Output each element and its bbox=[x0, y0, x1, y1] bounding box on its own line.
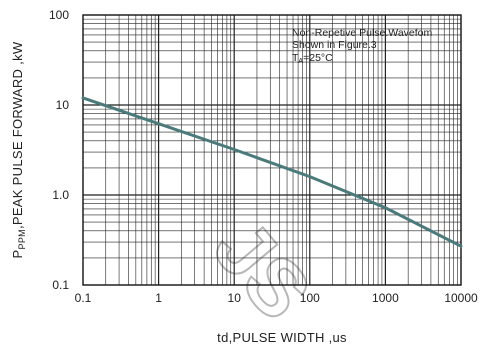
series-line bbox=[81, 96, 463, 248]
annotation-line-3: TA=25°C bbox=[292, 52, 333, 65]
x-tick-label: 0.1 bbox=[75, 291, 92, 305]
y-axis-title: PPPM,PEAK PULSE FORWARD ,kW bbox=[10, 41, 27, 258]
x-tick-labels: 0.1 1 10 100 1000 10000 bbox=[75, 291, 478, 305]
x-tick-label: 100 bbox=[300, 291, 320, 305]
x-tick-label: 1 bbox=[155, 291, 162, 305]
y-tick-label: 1.0 bbox=[52, 188, 69, 202]
x-tick-label: 10 bbox=[228, 291, 242, 305]
y-tick-label: 100 bbox=[49, 8, 69, 22]
y-tick-label: 10 bbox=[56, 98, 70, 112]
plot-frame bbox=[82, 14, 462, 286]
annotation: Non-Repetive Pulse.Wavefom Shown in Figu… bbox=[292, 27, 433, 65]
x-axis-title: td,PULSE WIDTH ,us bbox=[217, 330, 347, 345]
annotation-line-1: Non-Repetive Pulse.Wavefom bbox=[292, 27, 433, 39]
annotation-line-2: Shown in Figure.3 bbox=[292, 39, 377, 51]
y-tick-label: 0.1 bbox=[52, 278, 69, 292]
watermark: JS bbox=[197, 204, 328, 336]
x-tick-label: 1000 bbox=[372, 291, 399, 305]
y-tick-labels: 0.1 1.0 10 100 bbox=[49, 8, 69, 292]
x-tick-label: 10000 bbox=[444, 291, 478, 305]
